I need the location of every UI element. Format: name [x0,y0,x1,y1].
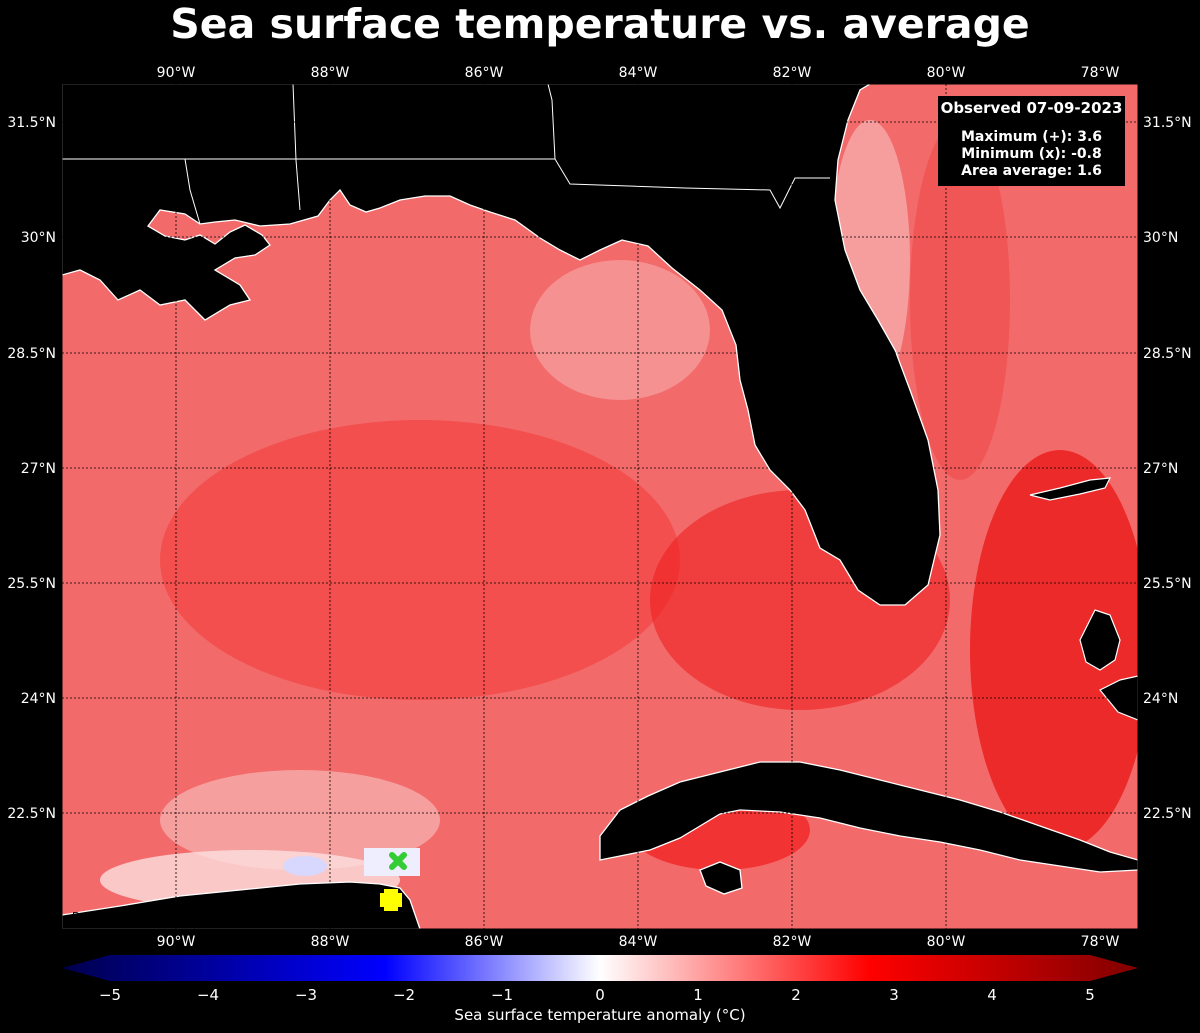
lat-label: 31.5°N [1143,115,1192,131]
longitude-labels-bottom: 90°W 88°W 86°W 84°W 82°W 80°W 78°W [157,934,1120,950]
lat-label: 24°N [21,691,56,707]
lat-label: 27°N [1143,461,1178,477]
lon-label: 84°W [619,934,658,950]
lon-label: 88°W [311,65,350,81]
lon-label: 84°W [619,65,658,81]
state-borders [292,84,301,211]
lat-label: 30°N [21,230,56,246]
state-borders [547,84,556,160]
cool-anomaly-patch [530,260,710,400]
land-cuba [599,761,1138,873]
lon-label: 78°W [1081,65,1120,81]
lon-label: 80°W [927,65,966,81]
state-borders [62,158,830,210]
maximum-stat: Maximum (+): 3.6 [960,129,1103,145]
lat-label: 25.5°N [7,576,56,592]
colorbar-tick: −4 [197,986,219,1004]
lat-label: 28.5°N [1143,346,1192,362]
cool-anomaly-patch [283,856,327,876]
lon-label: 86°W [465,934,504,950]
lat-label: 22.5°N [1143,806,1192,822]
land-north-america [62,84,941,606]
minimum-stat: Minimum (x): -0.8 [961,146,1102,162]
lat-label: 22.5°N [7,806,56,822]
observed-date: Observed 07-09-2023 [940,99,1123,117]
warm-anomaly-patch [970,450,1138,850]
lat-label: 31.5°N [7,115,56,131]
longitude-labels-top: 90°W 88°W 86°W 84°W 82°W 80°W 78°W [157,65,1120,81]
warm-anomaly-patch [160,420,680,700]
latitude-labels-right: 31.5°N 30°N 28.5°N 27°N 25.5°N 24°N 22.5… [1143,115,1192,822]
lon-label: 88°W [311,934,350,950]
colorbar-tick: −3 [295,986,317,1004]
colorbar-tick: 2 [791,986,801,1004]
lat-label: 25.5°N [1143,576,1192,592]
colorbar-tick: −5 [99,986,121,1004]
colorbar-tick: 4 [987,986,997,1004]
colorbar-ticks: −5 −4 −3 −2 −1 0 1 2 3 4 5 [99,986,1095,1004]
lon-label: 78°W [1081,934,1120,950]
colorbar-tick: −2 [393,986,415,1004]
lon-label: 82°W [773,65,812,81]
lat-label: 24°N [1143,691,1178,707]
lon-label: 90°W [157,65,196,81]
warm-anomaly-patch [910,120,1010,480]
colorbar [62,955,1138,981]
cool-anomaly-patch [160,770,440,870]
lon-label: 82°W [773,934,812,950]
stats-box: Observed 07-09-2023 Maximum (+): 3.6 Min… [938,96,1125,186]
lat-label: 30°N [1143,230,1178,246]
map-area [62,84,1138,929]
lat-label: 28.5°N [7,346,56,362]
map-frame [61,83,1139,930]
land-grand-bahama [1029,477,1112,501]
lat-label: 27°N [21,461,56,477]
average-stat: Area average: 1.6 [961,163,1102,179]
maximum-marker [380,889,402,911]
land-isle-of-youth [699,861,743,895]
colorbar-tick: 0 [595,986,605,1004]
data-credit: Data: NOAA Coral [72,910,170,923]
map-title: Sea surface temperature vs. average [170,0,1030,48]
minimum-marker [389,852,407,870]
land-andros-island [1079,609,1121,671]
colorbar-tick: −1 [491,986,513,1004]
lon-label: 80°W [927,934,966,950]
land-yucatan [62,881,421,929]
colorbar-tick: 1 [693,986,703,1004]
colorbar-label: Sea surface temperature anomaly (°C) [454,1006,746,1024]
state-borders [184,158,201,225]
colorbar-tick: 3 [889,986,899,1004]
lon-label: 86°W [465,65,504,81]
latitude-labels-left: 31.5°N 30°N 28.5°N 27°N 25.5°N 24°N 22.5… [7,115,56,822]
colorbar-tick: 5 [1085,986,1095,1004]
lon-label: 90°W [157,934,196,950]
